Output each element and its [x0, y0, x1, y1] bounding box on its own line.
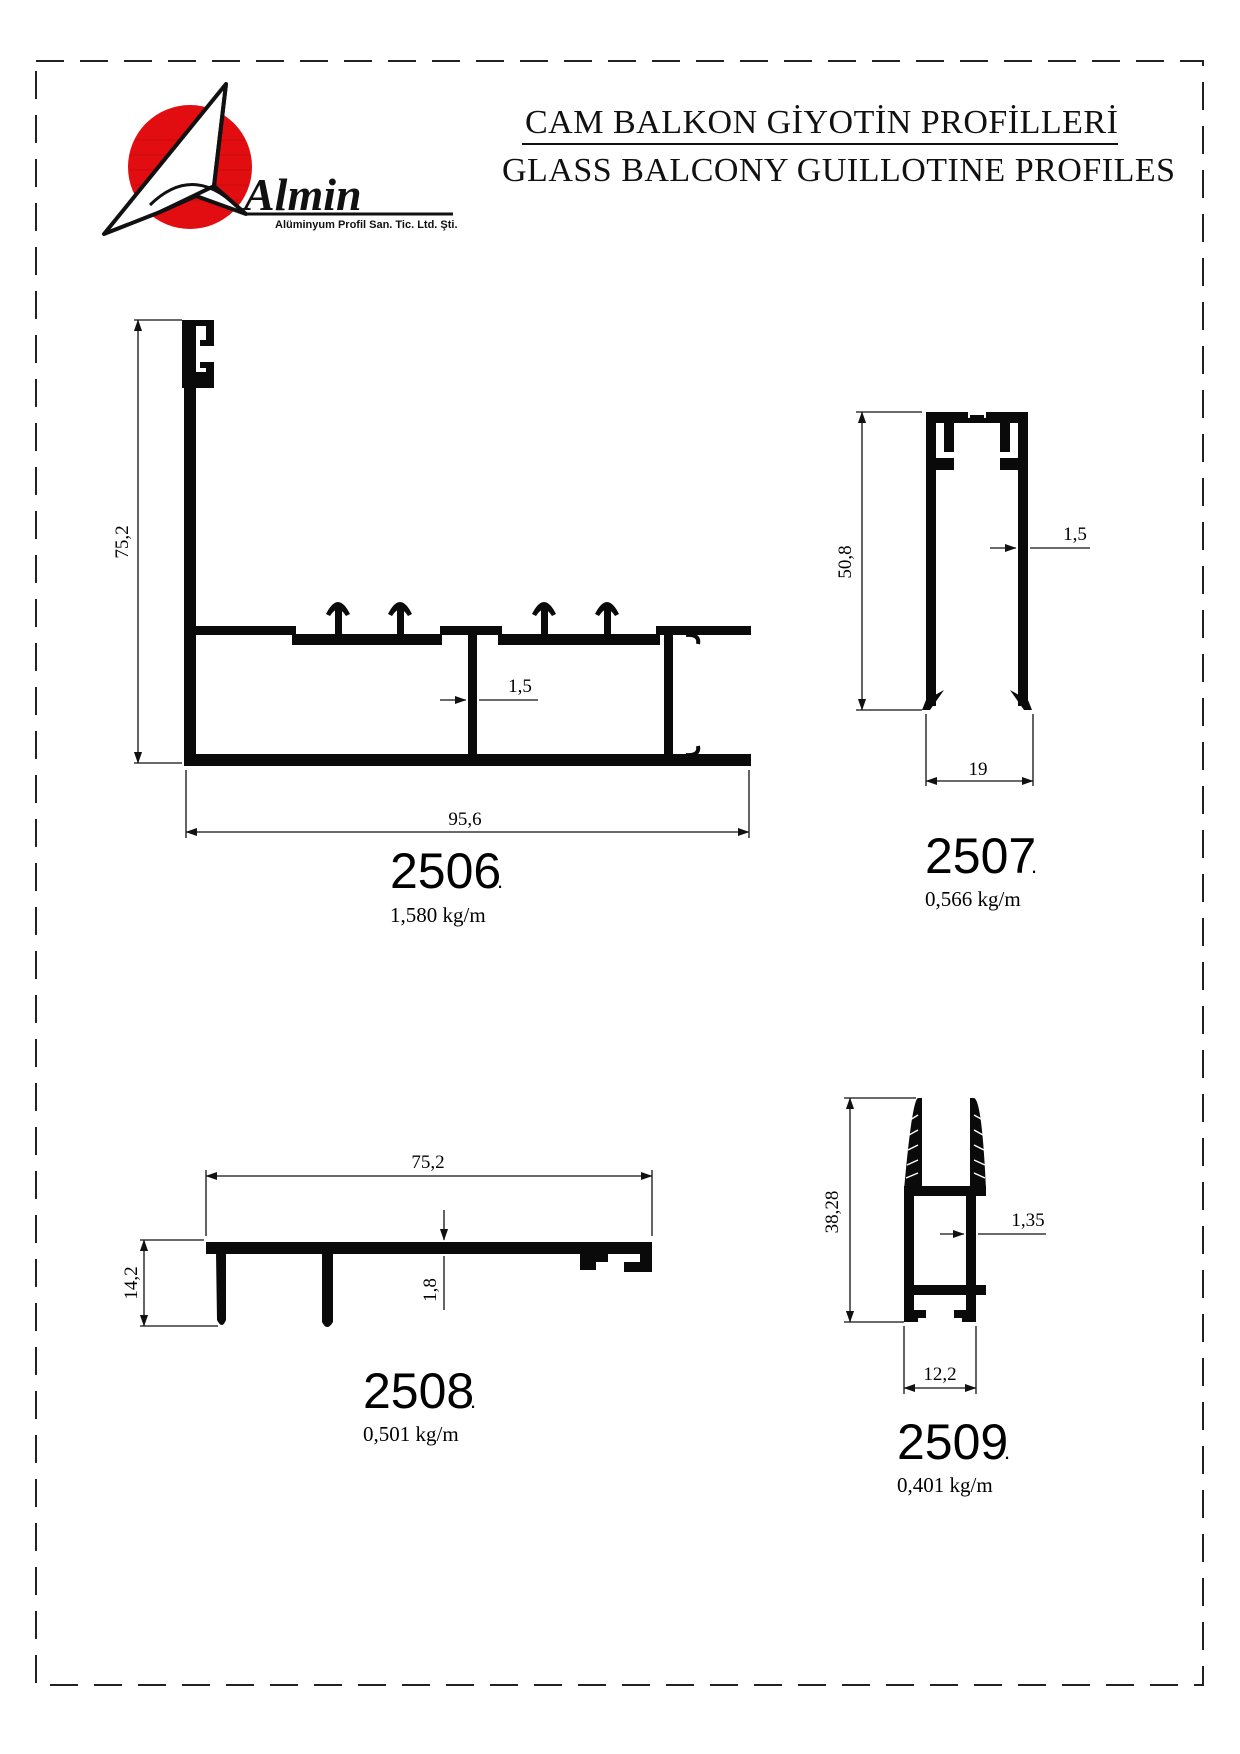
- profile-2508-code: 2508: [363, 1363, 474, 1419]
- profile-2509-code: 2509: [897, 1414, 1008, 1470]
- profile-2507-drawing: [922, 412, 1032, 710]
- title-turkish: CAM BALKON GİYOTİN PROFİLLERİ: [525, 104, 1119, 141]
- title-english: GLASS BALCONY GUILLOTINE PROFILES: [502, 152, 1176, 189]
- profile-2507-code-dot: .: [1031, 853, 1037, 878]
- dim-2508-height: 14,2: [121, 1266, 142, 1299]
- page-border: [35, 60, 1204, 1686]
- profile-2508-dimensions: [139, 1170, 653, 1327]
- profile-2506-code-dot: .: [497, 868, 503, 893]
- profile-2507-dimensions: [856, 411, 1090, 786]
- dim-2508-wall: 1,8: [420, 1278, 441, 1302]
- company-logo: Almin Alüminyum Profil San. Tic. Ltd. Şt…: [102, 82, 458, 236]
- dim-2509-width: 12,2: [923, 1364, 956, 1385]
- profile-2509-code-dot: .: [1004, 1439, 1010, 1464]
- logo-wordmark: Almin: [241, 169, 362, 220]
- dim-2507-wall: 1,5: [1063, 524, 1087, 545]
- profile-2509-dimensions: [844, 1097, 1046, 1394]
- dim-2509-wall: 1,35: [1011, 1210, 1044, 1231]
- profile-2508-weight: 0,501 kg/m: [363, 1422, 459, 1446]
- dim-2506-width: 95,6: [448, 809, 481, 830]
- dim-2506-height: 75,2: [112, 525, 133, 558]
- profile-2506-weight: 1,580 kg/m: [390, 903, 486, 927]
- profile-2506-dimensions: [133, 319, 750, 838]
- logo-subtitle: Alüminyum Profil San. Tic. Ltd. Şti.: [275, 219, 458, 231]
- profile-2509-weight: 0,401 kg/m: [897, 1473, 993, 1497]
- profile-2507-code: 2507: [925, 828, 1036, 884]
- dim-2508-width: 75,2: [411, 1152, 444, 1173]
- dim-2506-wall: 1,5: [508, 676, 532, 697]
- profile-2506-code: 2506: [390, 843, 501, 899]
- profile-2508-drawing: [206, 1242, 652, 1327]
- title-underline: [522, 143, 1118, 145]
- profile-2508-code-dot: .: [470, 1388, 476, 1413]
- profile-2507-weight: 0,566 kg/m: [925, 887, 1021, 911]
- dim-2507-width: 19: [969, 759, 988, 780]
- profile-2509-drawing: [904, 1098, 986, 1322]
- dim-2509-height: 38,28: [822, 1191, 843, 1234]
- profile-2506-drawing: [182, 320, 751, 766]
- dim-2507-height: 50,8: [835, 545, 856, 578]
